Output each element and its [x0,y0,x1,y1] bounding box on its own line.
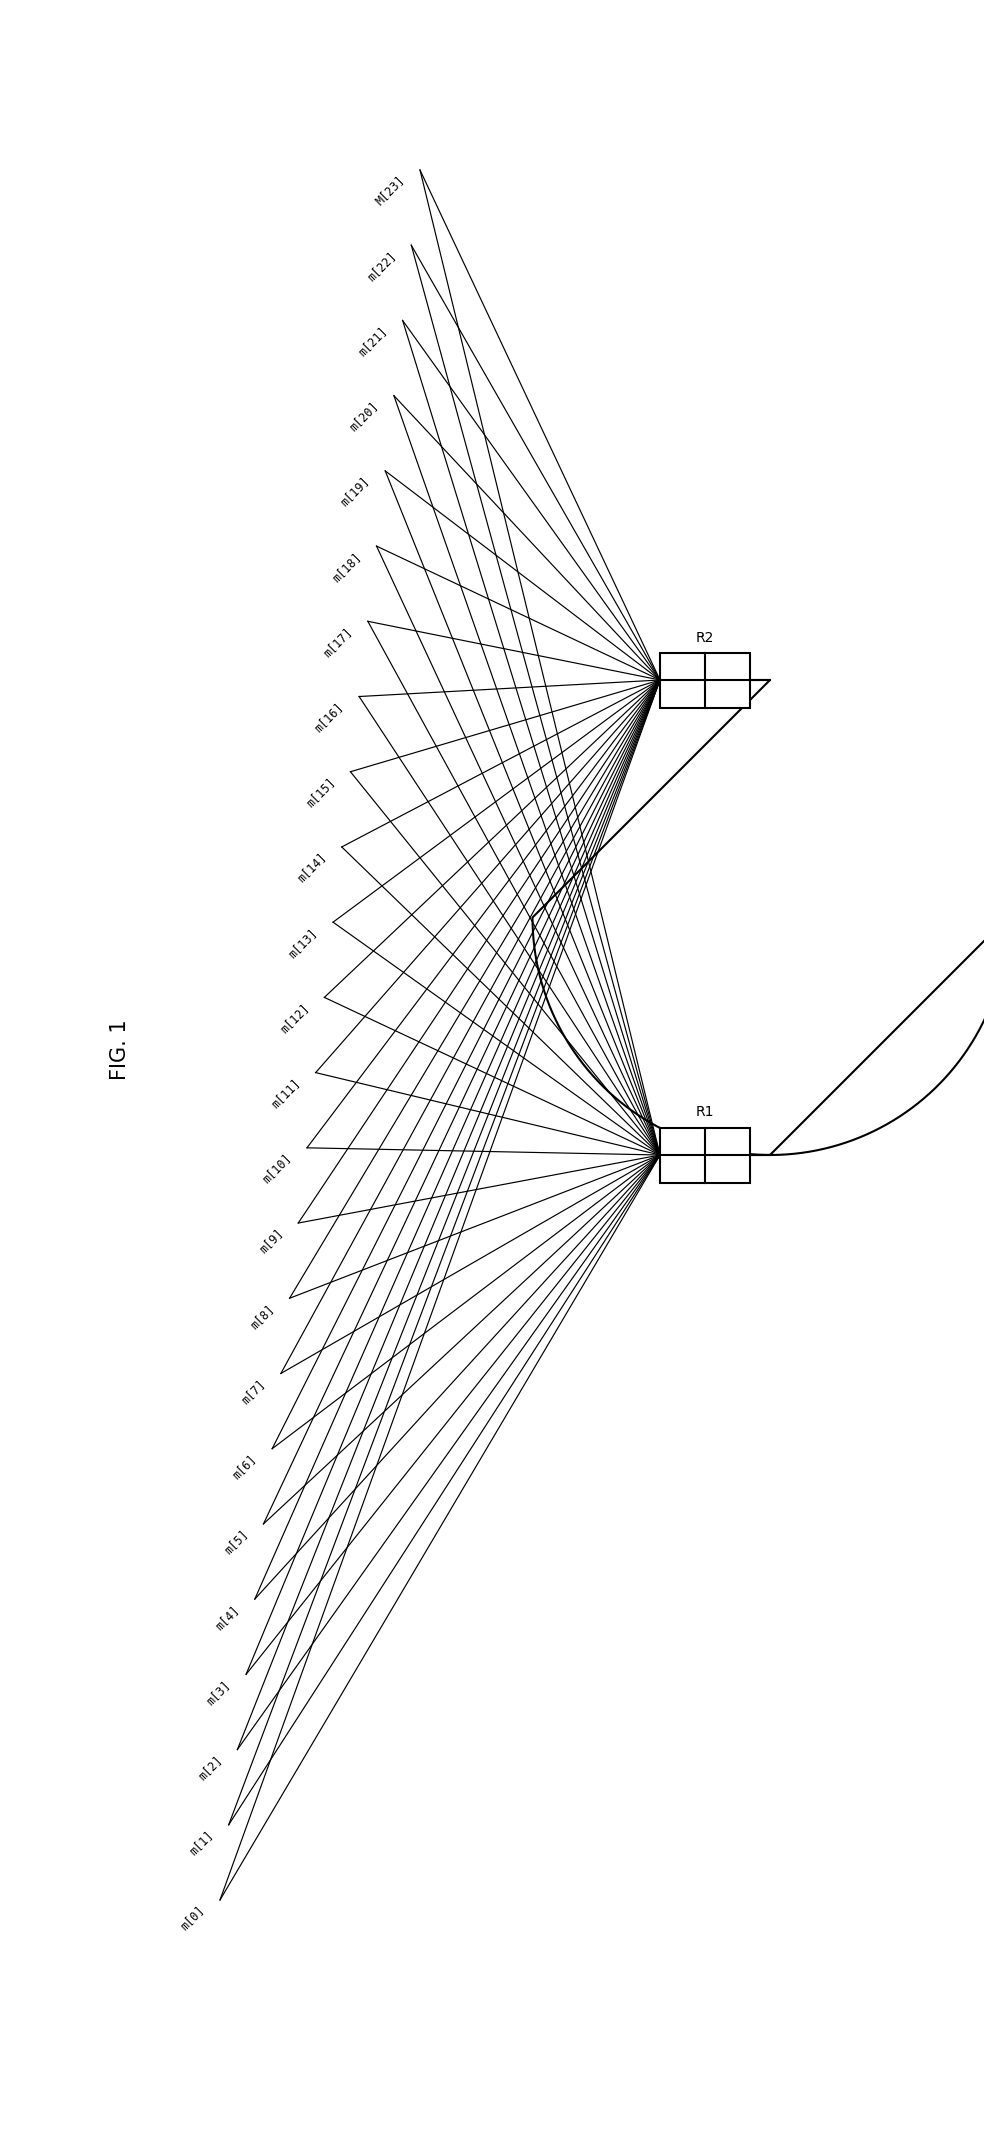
Text: m[20]: m[20] [346,400,381,435]
Text: m[16]: m[16] [312,699,346,733]
Text: m[19]: m[19] [338,475,373,510]
Text: m[1]: m[1] [187,1828,215,1858]
Text: R2: R2 [696,630,714,645]
Text: m[5]: m[5] [221,1527,251,1557]
Text: m[7]: m[7] [239,1377,269,1407]
Text: m[21]: m[21] [355,325,390,359]
Text: m[14]: m[14] [294,850,329,884]
Text: FIG. 1: FIG. 1 [110,1020,130,1080]
Text: m[10]: m[10] [260,1151,294,1185]
Text: m[0]: m[0] [178,1904,208,1934]
Text: m[3]: m[3] [204,1678,233,1708]
Text: m[4]: m[4] [213,1602,242,1633]
Text: m[13]: m[13] [286,925,321,959]
Bar [660,652,750,708]
Text: m[6]: m[6] [230,1452,260,1482]
Text: m[22]: m[22] [364,250,399,284]
Text: m[9]: m[9] [256,1226,285,1256]
Text: m[15]: m[15] [303,774,338,809]
Bar [660,1127,750,1183]
Text: m[2]: m[2] [195,1753,224,1783]
Text: m[8]: m[8] [248,1301,277,1331]
Text: M[23]: M[23] [373,174,407,209]
Text: m[12]: m[12] [277,1000,312,1035]
Text: R1: R1 [696,1106,714,1119]
Text: m[11]: m[11] [269,1076,303,1110]
Text: m[18]: m[18] [330,551,364,585]
Text: m[17]: m[17] [321,624,355,658]
